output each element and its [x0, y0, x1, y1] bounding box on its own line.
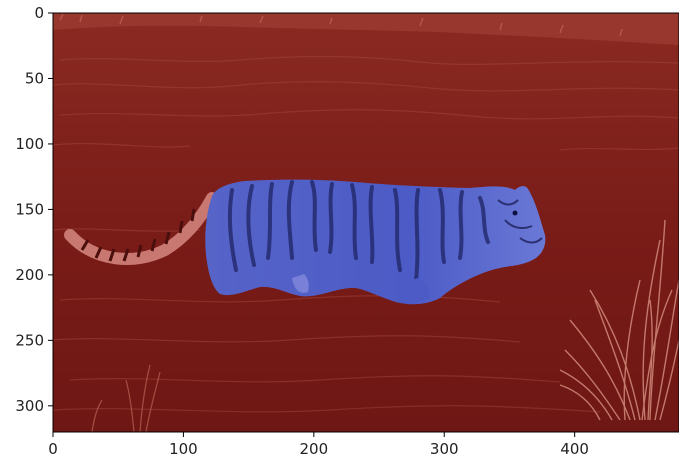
- y-tick-label: 200: [15, 266, 44, 284]
- axes-frame: [52, 12, 679, 433]
- far-bank-grass: [53, 13, 679, 45]
- y-tick-label: 0: [34, 4, 44, 22]
- x-tick-label: 300: [430, 440, 459, 458]
- y-tick-label: 300: [15, 397, 44, 415]
- reed-grass-left: [91, 364, 161, 432]
- y-tick-label: 150: [15, 200, 44, 218]
- y-tick-label: 250: [15, 331, 44, 349]
- x-tick-label: 400: [560, 440, 589, 458]
- image-panel: [53, 13, 679, 432]
- x-tick-label: 0: [48, 440, 58, 458]
- reed-grass: [559, 219, 679, 421]
- x-tick-label: 200: [300, 440, 329, 458]
- y-axis-ticks: 0 50 100 150 200 250 300: [15, 4, 53, 415]
- x-axis-ticks: 0 100 200 300 400: [48, 432, 589, 458]
- x-tick-label: 100: [169, 440, 198, 458]
- y-tick-label: 100: [15, 135, 44, 153]
- tiger-foreground-overlay: [205, 179, 546, 305]
- water-ripples: [53, 55, 679, 413]
- y-tick-label: 50: [25, 69, 44, 87]
- tiger-tail: [64, 192, 218, 265]
